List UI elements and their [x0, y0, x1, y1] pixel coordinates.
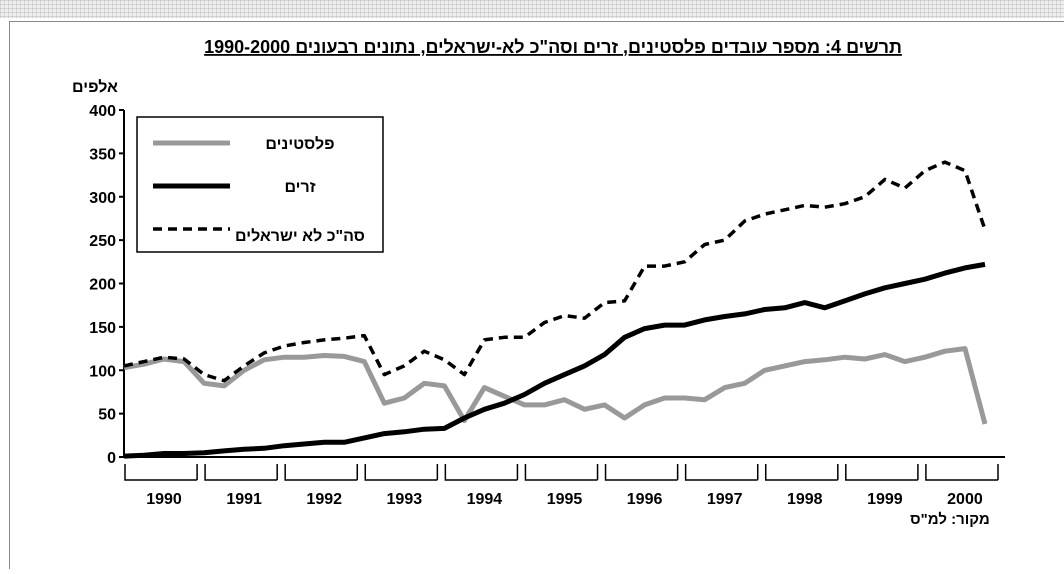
x-tick-label: 1995 [547, 491, 583, 508]
y-axis-label: אלפים [72, 78, 118, 96]
year-bracket [606, 464, 678, 480]
year-bracket [445, 464, 517, 480]
legend-label: סה"כ לא ישראלים [235, 227, 365, 245]
year-bracket [766, 464, 838, 480]
y-tick-label: 150 [89, 320, 116, 337]
x-tick-label: 1998 [787, 491, 823, 508]
year-bracket [686, 464, 758, 480]
y-tick-label: 200 [89, 277, 116, 294]
source: מקור: למ"ס [910, 511, 990, 528]
year-bracket [926, 464, 998, 480]
y-tick-label: 0 [107, 450, 116, 467]
x-tick-label: 1996 [627, 491, 663, 508]
header-band [0, 0, 1064, 18]
x-tick-label: 1990 [146, 491, 182, 508]
x-tick-label: 1993 [387, 491, 423, 508]
frame [10, 22, 1064, 570]
y-tick-label: 300 [89, 190, 116, 207]
chart-title: תרשים 4: מספר עובדים פלסטינים, זרים וסה"… [204, 37, 902, 57]
y-tick-label: 350 [89, 146, 116, 163]
y-tick-label: 50 [98, 407, 116, 424]
x-tick-label: 1991 [226, 491, 262, 508]
x-tick-label: 2000 [947, 491, 983, 508]
x-tick-label: 1997 [707, 491, 743, 508]
year-bracket [205, 464, 277, 480]
year-bracket [365, 464, 437, 480]
x-tick-label: 1999 [867, 491, 903, 508]
y-tick-label: 100 [89, 363, 116, 380]
legend-label: זרים [284, 179, 315, 196]
y-tick-label: 400 [89, 103, 116, 120]
legend-label: פלסטינים [265, 135, 334, 153]
y-tick-label: 250 [89, 233, 116, 250]
x-tick-label: 1994 [467, 491, 503, 508]
year-bracket [846, 464, 918, 480]
year-bracket [525, 464, 597, 480]
year-bracket [285, 464, 357, 480]
year-bracket [125, 464, 197, 480]
x-tick-label: 1992 [306, 491, 342, 508]
